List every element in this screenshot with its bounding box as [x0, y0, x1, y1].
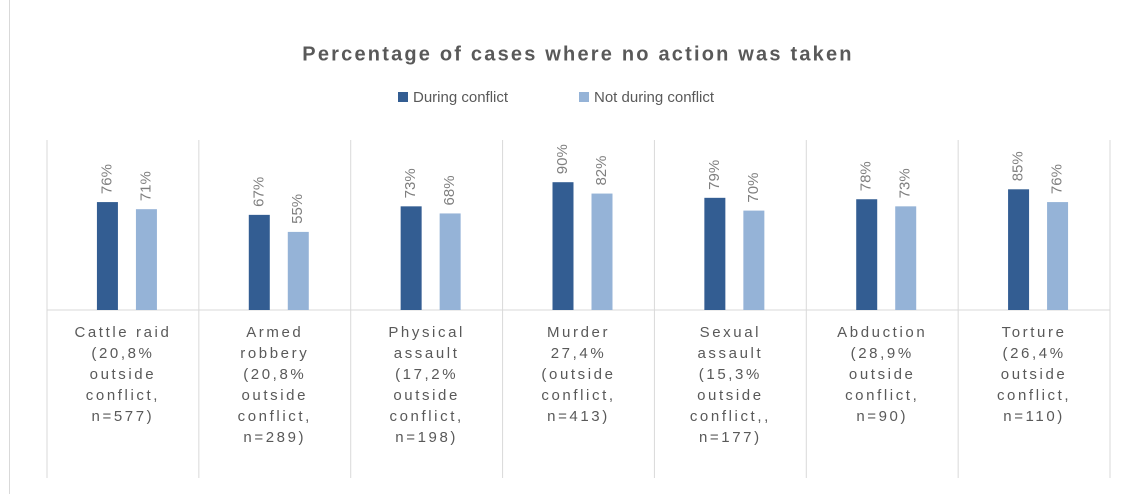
- value-label: 67%: [250, 177, 267, 207]
- x-tick-label: Torture: [1002, 324, 1067, 341]
- x-tick-label: outside: [849, 366, 916, 383]
- value-label: 73%: [897, 168, 914, 198]
- bar: [743, 210, 765, 310]
- value-label: 76%: [98, 164, 115, 194]
- value-label: 73%: [402, 168, 419, 198]
- x-tick-label: n=90): [856, 408, 908, 425]
- value-label: 90%: [554, 144, 571, 174]
- x-tick-label: outside: [241, 387, 308, 404]
- x-tick-label: conflict,: [390, 408, 464, 425]
- x-tick-label: n=110): [1003, 408, 1065, 425]
- bar: [1047, 202, 1069, 310]
- x-tick-label: assault: [394, 345, 460, 362]
- x-tick-label: outside: [393, 387, 460, 404]
- bar: [135, 209, 157, 310]
- x-tick-label: n=198): [395, 429, 458, 446]
- x-tick-label: Armed: [246, 324, 303, 341]
- legend-label: During conflict: [413, 89, 509, 106]
- x-tick-label: outside: [90, 366, 157, 383]
- x-tick-label: 27,4%: [551, 345, 607, 362]
- legend-swatch: [579, 92, 589, 102]
- x-tick-label: n=413): [547, 408, 610, 425]
- x-tick-label: Cattle raid: [74, 324, 171, 341]
- value-label: 55%: [289, 194, 306, 224]
- x-tick-label: Murder: [547, 324, 610, 341]
- x-tick-label: assault: [697, 345, 763, 362]
- bar: [96, 202, 118, 310]
- bar: [400, 206, 422, 310]
- x-tick-label: outside: [1001, 366, 1068, 383]
- value-label: 78%: [858, 161, 875, 191]
- x-tick-label: n=177): [699, 429, 762, 446]
- x-tick-label: conflict,: [238, 408, 312, 425]
- x-tick-label: Physical: [388, 324, 465, 341]
- x-tick-label: outside: [697, 387, 764, 404]
- x-tick-label: (26,4%: [1003, 345, 1066, 362]
- bar: [1008, 189, 1030, 310]
- value-label: 68%: [441, 175, 458, 205]
- x-tick-label: (15,3%: [699, 366, 762, 383]
- x-tick-label: conflict,: [997, 387, 1071, 404]
- x-tick-label: Abduction: [837, 324, 927, 341]
- x-tick-label: conflict,: [86, 387, 160, 404]
- value-label: 71%: [137, 171, 154, 201]
- x-tick-label: n=289): [243, 429, 306, 446]
- value-label: 82%: [593, 156, 610, 186]
- bar: [704, 197, 726, 310]
- bar: [287, 231, 309, 310]
- legend-swatch: [398, 92, 408, 102]
- value-label: 76%: [1049, 164, 1066, 194]
- bar: [439, 213, 461, 310]
- x-tick-label: (outside: [541, 366, 615, 383]
- legend-label: Not during conflict: [594, 89, 715, 106]
- x-tick-label: conflict,: [845, 387, 919, 404]
- value-label: 85%: [1010, 151, 1027, 181]
- x-tick-label: (20,8%: [243, 366, 306, 383]
- x-tick-label: robbery: [240, 345, 309, 362]
- x-tick-label: (28,9%: [851, 345, 914, 362]
- x-tick-label: conflict,: [541, 387, 615, 404]
- x-tick-label: conflict,,: [690, 408, 771, 425]
- bar: [248, 214, 270, 310]
- value-label: 79%: [706, 160, 723, 190]
- x-tick-label: (17,2%: [395, 366, 458, 383]
- chart-title: Percentage of cases where no action was …: [302, 43, 853, 65]
- bar: [895, 206, 917, 310]
- bar: [552, 182, 574, 310]
- x-tick-label: n=577): [92, 408, 155, 425]
- value-label: 70%: [745, 173, 762, 203]
- bar: [856, 199, 878, 310]
- x-tick-label: Sexual: [700, 324, 761, 341]
- x-tick-label: (20,8%: [91, 345, 154, 362]
- bar: [591, 193, 613, 310]
